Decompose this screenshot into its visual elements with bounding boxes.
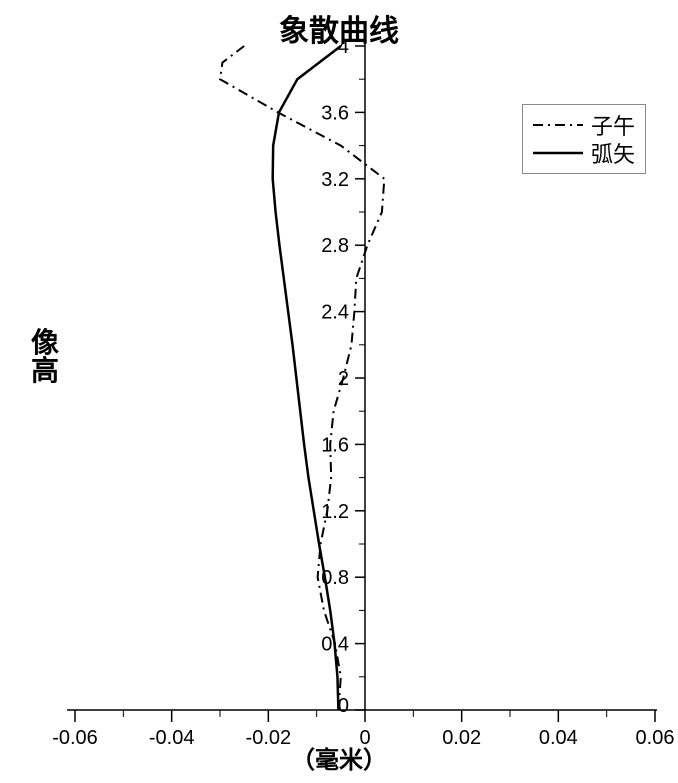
series-弧矢 — [273, 46, 341, 710]
svg-text:0.06: 0.06 — [636, 727, 675, 749]
svg-text:-0.06: -0.06 — [52, 727, 98, 749]
svg-text:1.2: 1.2 — [321, 501, 349, 523]
astigmatism-chart: { "title": "象散曲线", "ylabel": "像高", "xlab… — [0, 0, 678, 783]
svg-text:0.02: 0.02 — [442, 727, 481, 749]
svg-text:1.6: 1.6 — [321, 434, 349, 456]
legend-item: 子午 — [533, 111, 635, 139]
legend-line-dashdot — [533, 115, 583, 135]
legend-label: 弧矢 — [591, 137, 635, 169]
svg-text:-0.04: -0.04 — [149, 727, 195, 749]
svg-text:2.4: 2.4 — [321, 302, 349, 324]
svg-text:0: 0 — [359, 727, 370, 749]
svg-text:0.04: 0.04 — [539, 727, 578, 749]
svg-text:-0.02: -0.02 — [246, 727, 292, 749]
legend-line-solid — [533, 143, 583, 163]
svg-text:2.8: 2.8 — [321, 235, 349, 257]
svg-text:3.6: 3.6 — [321, 102, 349, 124]
legend-box: 子午弧矢 — [522, 104, 646, 174]
legend-item: 弧矢 — [533, 139, 635, 167]
svg-text:3.2: 3.2 — [321, 169, 349, 191]
